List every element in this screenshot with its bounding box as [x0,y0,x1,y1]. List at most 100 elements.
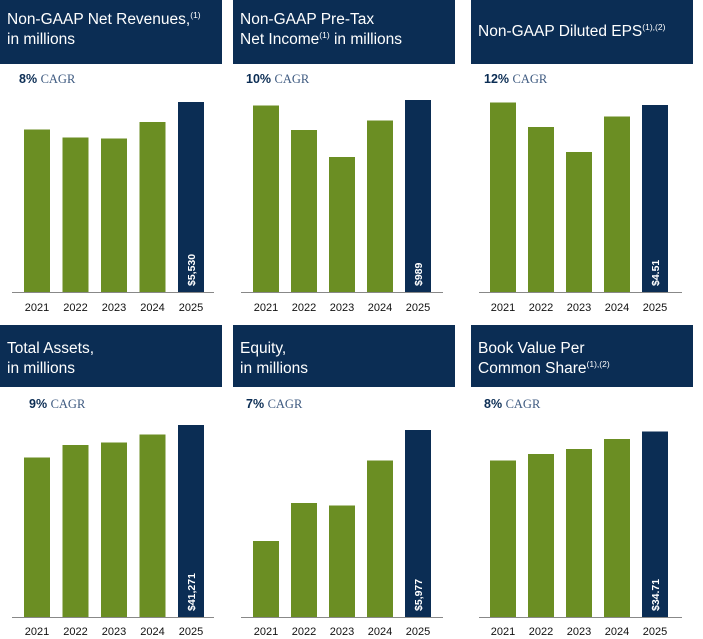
title-line2: in millions [240,360,309,377]
bar-2023 [566,152,592,292]
title-text: Non-GAAP Pre-Tax [240,11,375,28]
cagr-word: CAGR [512,72,548,86]
bar-2025 [642,431,668,617]
x-tick-label: 2024 [368,626,392,638]
cagr-word: CAGR [40,72,76,86]
cagr-label: 12% CAGR [484,72,547,87]
x-tick-label: 2024 [605,626,629,638]
cagr-word: CAGR [274,72,310,86]
bar-2022 [291,129,317,292]
cagr-percent: 10% [246,72,272,86]
bar-chart: 2021 2022 2023 2024 $989 2025 [241,100,443,314]
bar-value-label: $989 [413,262,425,286]
panel-title: Non-GAAP Pre-Tax Net Income(1) in millio… [240,10,402,50]
bar-2022 [291,503,317,617]
x-tick-label: 2021 [254,302,278,314]
title-text: Book Value Per [478,340,585,357]
chart-panel-equity: Equity, in millions 7% CAGR 2021 2022 2023… [233,325,455,639]
bar-2022 [528,127,554,292]
x-tick-label: 2025 [179,626,203,638]
title-line2-suffix: in millions [333,31,403,48]
x-tick-label: 2023 [567,302,591,314]
title-text: Equity, [240,340,287,357]
x-tick-label: 2022 [63,626,87,638]
bar-2023 [566,449,592,617]
x-tick-label: 2023 [330,302,354,314]
chart-panel-net-revenues: Non-GAAP Net Revenues,(1) in millions 8%… [0,0,222,320]
x-tick-label: 2022 [529,302,553,314]
panel-header: Non-GAAP Net Revenues,(1) in millions [0,0,222,64]
bar-2024 [139,121,166,292]
x-tick-label: 2023 [567,626,591,638]
x-tick-label: 2024 [140,626,164,638]
x-tick-label: 2025 [406,302,430,314]
bar-2022 [62,137,89,292]
chart-panel-book-value: Book Value Per Common Share(1),(2) 8% CA… [471,325,693,639]
footnote-marker: (1) [190,9,201,20]
title-line2: Net Income [240,31,320,48]
bar-2024 [604,439,630,617]
cagr-label: 10% CAGR [246,72,309,87]
cagr-word: CAGR [505,397,541,411]
bar-chart: 2021 2022 2023 2024 $41,271 2025 [12,424,214,638]
bar-2024 [367,120,393,293]
bar-2022 [528,453,554,617]
footnote-marker: (1) [319,29,330,40]
chart-panel-total-assets: Total Assets, in millions 9% CAGR 2021 20… [0,325,222,639]
bar-2023 [101,138,127,292]
panel-title: Non-GAAP Diluted EPS(1),(2) [478,22,665,42]
x-tick-label: 2022 [63,302,87,314]
cagr-percent: 9% [29,397,48,411]
x-tick-label: 2024 [368,302,392,314]
panel-header: Equity, in millions [233,325,455,387]
cagr-percent: 7% [246,397,265,411]
bar-value-label: $4.51 [650,260,662,286]
bar-2021 [253,540,279,617]
title-text: Total Assets, [7,340,95,357]
title-text: Non-GAAP Net Revenues, [7,11,191,28]
bar-2024 [604,116,630,292]
bar-2021 [24,457,50,617]
bar-2025 [178,424,204,617]
cagr-label: 8% CAGR [19,72,75,87]
cagr-word: CAGR [267,397,303,411]
x-tick-label: 2021 [491,302,515,314]
x-tick-label: 2025 [179,302,203,314]
bar-2023 [329,157,355,292]
x-tick-label: 2021 [25,302,49,314]
chart-panel-pretax-income: Non-GAAP Pre-Tax Net Income(1) in millio… [233,0,455,320]
panel-header: Non-GAAP Pre-Tax Net Income(1) in millio… [233,0,455,64]
title-text: Non-GAAP Diluted EPS [478,23,643,40]
bar-value-label: $34.71 [650,579,662,611]
x-tick-label: 2024 [140,302,164,314]
x-tick-label: 2025 [406,626,430,638]
x-tick-label: 2021 [254,626,278,638]
bar-2023 [101,442,127,617]
bar-2025 [178,101,204,292]
title-line2: in millions [7,360,76,377]
bar-value-label: $5,977 [413,579,425,611]
bar-2021 [253,105,279,292]
title-line2: Common Share [478,360,587,377]
x-tick-label: 2025 [643,626,667,638]
bar-2024 [139,434,166,617]
cagr-label: 9% CAGR [29,397,85,412]
cagr-percent: 8% [484,397,503,411]
bar-2025 [405,429,431,617]
bar-chart: 2021 2022 2023 2024 $5,530 2025 [12,101,214,314]
x-tick-label: 2022 [529,626,553,638]
panel-title: Non-GAAP Net Revenues,(1) in millions [7,10,201,50]
x-tick-label: 2022 [292,626,316,638]
cagr-percent: 12% [484,72,510,86]
cagr-percent: 8% [19,72,38,86]
bar-2021 [24,129,50,292]
x-tick-label: 2023 [330,626,354,638]
bar-2021 [490,102,516,293]
bar-chart: 2021 2022 2023 2024 $4.51 2025 [479,102,682,314]
cagr-word: CAGR [50,397,86,411]
bar-value-label: $5,530 [186,254,198,286]
bar-chart: 2021 2022 2023 2024 $5,977 2025 [241,429,443,638]
panel-header: Book Value Per Common Share(1),(2) [471,325,693,387]
bar-2025 [642,104,668,292]
cagr-label: 8% CAGR [484,397,540,412]
